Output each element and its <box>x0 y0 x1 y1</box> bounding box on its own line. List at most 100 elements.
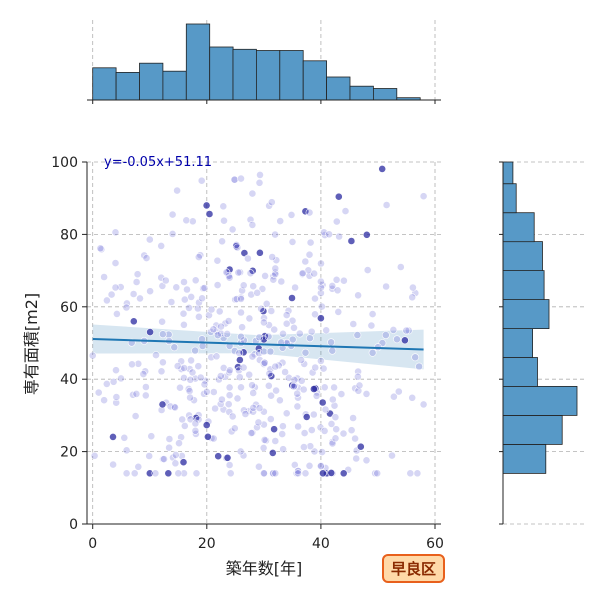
scatter-point <box>232 240 241 249</box>
scatter-point <box>248 266 257 275</box>
scatter-point <box>316 289 325 297</box>
scatter-point <box>290 375 299 384</box>
scatter-point <box>168 229 177 238</box>
x-tick-label-0: 0 <box>88 536 97 552</box>
scatter-point <box>306 238 315 247</box>
scatter-point <box>249 282 258 291</box>
scatter-point <box>157 241 166 250</box>
scatter-point <box>373 469 382 478</box>
scatter-point <box>349 320 358 328</box>
scatter-point <box>109 432 117 441</box>
scatter-point <box>203 432 212 441</box>
scatter-point <box>362 456 371 465</box>
scatter-point <box>311 310 319 319</box>
scatter-point <box>281 368 289 376</box>
scatter-point <box>368 348 377 357</box>
y-tick-label-0: 0 <box>69 517 78 533</box>
scatter-point <box>253 288 262 297</box>
scatter-point <box>136 294 144 303</box>
scatter-point <box>282 409 291 418</box>
top-hist-bar <box>115 72 140 101</box>
scatter-point <box>277 277 286 286</box>
scatter-point <box>278 430 287 438</box>
scatter-point <box>202 421 211 429</box>
scatter-point <box>307 327 316 336</box>
scatter-point <box>179 309 188 318</box>
scatter-point <box>271 469 280 478</box>
scatter-point <box>317 259 325 268</box>
scatter-point <box>97 245 106 254</box>
main-axes <box>86 162 441 525</box>
scatter-point <box>170 343 179 352</box>
scatter-point <box>337 390 346 398</box>
scatter-point <box>180 469 188 478</box>
scatter-point <box>175 439 183 448</box>
scatter-point <box>256 170 264 179</box>
scatter-point <box>198 294 206 303</box>
scatter-point <box>168 210 177 219</box>
top-hist-bar <box>92 67 117 101</box>
scatter-point <box>255 356 264 364</box>
scatter-point <box>225 461 234 469</box>
scatter-point <box>248 220 257 229</box>
scatter-point <box>158 317 166 326</box>
top-hist-bar <box>185 23 211 101</box>
scatter-point <box>279 329 287 338</box>
scatter-point <box>185 303 193 312</box>
scatter-point <box>209 325 218 334</box>
scatter-point <box>267 391 275 400</box>
scatter-point <box>112 393 121 401</box>
scatter-point <box>330 383 338 392</box>
scatter-point <box>197 176 206 185</box>
scatter-point <box>226 469 235 478</box>
scatter-point <box>247 429 256 437</box>
scatter-point <box>290 323 298 332</box>
scatter-point <box>282 311 291 319</box>
scatter-point <box>408 283 417 292</box>
scatter-point <box>258 284 267 293</box>
scatter-point <box>223 329 232 338</box>
scatter-point <box>333 286 342 295</box>
scatter-point <box>213 256 222 265</box>
scatter-point <box>305 208 314 217</box>
scatter-point <box>225 383 234 392</box>
scatter-point <box>176 383 184 392</box>
scatter-point <box>318 469 327 478</box>
scatter-point <box>235 355 244 364</box>
scatter-point <box>316 356 325 365</box>
scatter-point <box>179 320 188 329</box>
scatter-point <box>255 178 264 187</box>
scatter-point <box>94 388 103 397</box>
right-hist-bar <box>502 385 578 416</box>
scatter-point <box>233 394 242 403</box>
scatter-point <box>311 294 319 303</box>
scatter-point <box>237 308 245 317</box>
scatter-point <box>351 434 359 443</box>
x-tick-label-2: 40 <box>312 536 330 552</box>
scatter-point <box>188 217 197 226</box>
scatter-point <box>262 299 271 308</box>
scatter-point <box>129 290 138 298</box>
y-tick-label-3: 60 <box>60 300 78 316</box>
scatter-point <box>334 307 343 316</box>
scatter-point <box>207 305 216 314</box>
scatter-point <box>145 452 154 460</box>
scatter-point <box>325 230 333 239</box>
scatter-point <box>171 459 180 468</box>
scatter-point <box>173 186 181 195</box>
scatter-point <box>330 401 339 410</box>
scatter-point <box>180 364 188 372</box>
scatter-point <box>309 410 318 419</box>
scatter-point <box>259 318 268 327</box>
scatter-point <box>219 363 228 372</box>
x-axis-title: 築年数[年] <box>226 559 303 578</box>
scatter-point <box>164 330 173 339</box>
scatter-point <box>184 384 193 393</box>
scatter-point <box>90 451 99 460</box>
scatter-point <box>225 391 234 400</box>
scatter-point <box>309 385 318 393</box>
scatter-point <box>282 319 291 328</box>
scatter-point <box>111 259 120 267</box>
scatter-point <box>133 270 142 279</box>
scatter-point <box>194 415 203 424</box>
